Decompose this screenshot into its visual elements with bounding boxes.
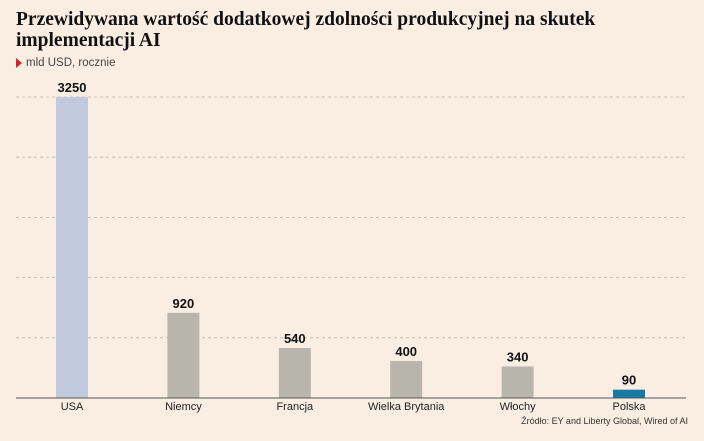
bar-polska xyxy=(613,389,645,398)
subtitle-text: mld USD, rocznie xyxy=(26,57,116,69)
value-labels: 3250 920 540 400 340 90 xyxy=(58,80,637,388)
value-label: 340 xyxy=(507,350,529,365)
chart-subtitle: mld USD, rocznie xyxy=(16,57,115,69)
bar-włochy xyxy=(501,366,534,398)
category-label: USA xyxy=(61,401,84,413)
value-label: 3250 xyxy=(58,80,87,95)
bars xyxy=(56,97,645,398)
bar-niemcy xyxy=(167,312,200,398)
category-label: Wielka Brytania xyxy=(368,401,445,413)
bar-usa xyxy=(56,97,88,398)
category-label: Niemcy xyxy=(165,401,202,413)
value-label: 400 xyxy=(395,344,417,359)
value-label: 540 xyxy=(284,331,306,346)
category-label: Włochy xyxy=(500,401,537,413)
source-note: Źródło: EY and Liberty Global, Wired of … xyxy=(521,416,688,426)
grid-lines xyxy=(16,96,686,339)
value-label: 920 xyxy=(173,296,195,311)
triangle-marker-icon xyxy=(16,58,22,68)
chart-title: Przewidywana wartość dodatkowej zdolnośc… xyxy=(16,9,596,51)
bar-wielka-brytania xyxy=(390,360,423,398)
value-label: 90 xyxy=(622,373,636,388)
category-label: Polska xyxy=(612,401,646,413)
bar-francja xyxy=(278,347,311,398)
category-labels: USA Niemcy Francja Wielka Brytania Włochy Pol… xyxy=(61,401,647,413)
category-label: Francja xyxy=(276,401,314,413)
